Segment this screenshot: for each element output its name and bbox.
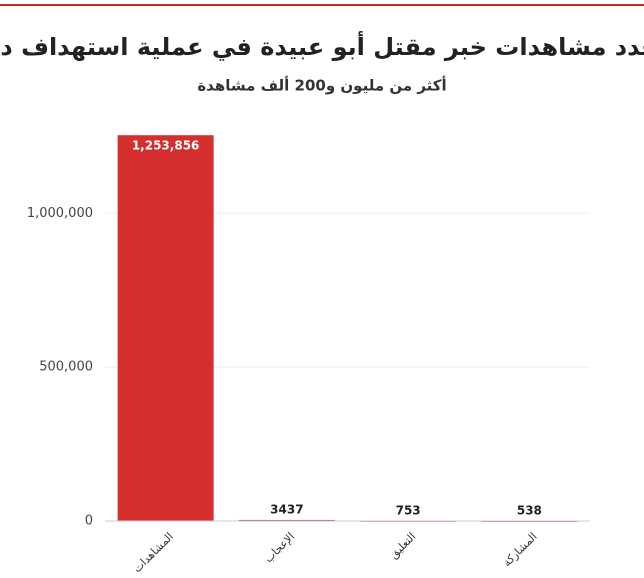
y-tick-label: 500,000 — [39, 360, 93, 375]
y-tick-label: 1,000,000 — [27, 206, 93, 221]
bar — [238, 519, 335, 521]
x-tick-label: الإعجاب — [262, 530, 297, 565]
top-rule — [0, 4, 644, 6]
value-label: 1,253,856 — [132, 139, 200, 153]
x-tick-label: المشاركة — [500, 530, 539, 569]
x-tick-label: المشاهدات — [131, 530, 176, 575]
value-label: 753 — [396, 503, 421, 517]
value-label: 3437 — [270, 502, 303, 516]
x-tick-label: التعليق — [387, 530, 419, 562]
chart-title: بلغ عدد مشاهدات خبر مقتل أبو عبيدة في عم… — [0, 31, 644, 61]
chart-subtitle: أكثر من مليون و200 ألف مشاهدة — [197, 76, 446, 95]
y-tick-label: 0 — [85, 514, 93, 529]
value-label: 538 — [517, 503, 542, 517]
bar — [117, 135, 214, 521]
